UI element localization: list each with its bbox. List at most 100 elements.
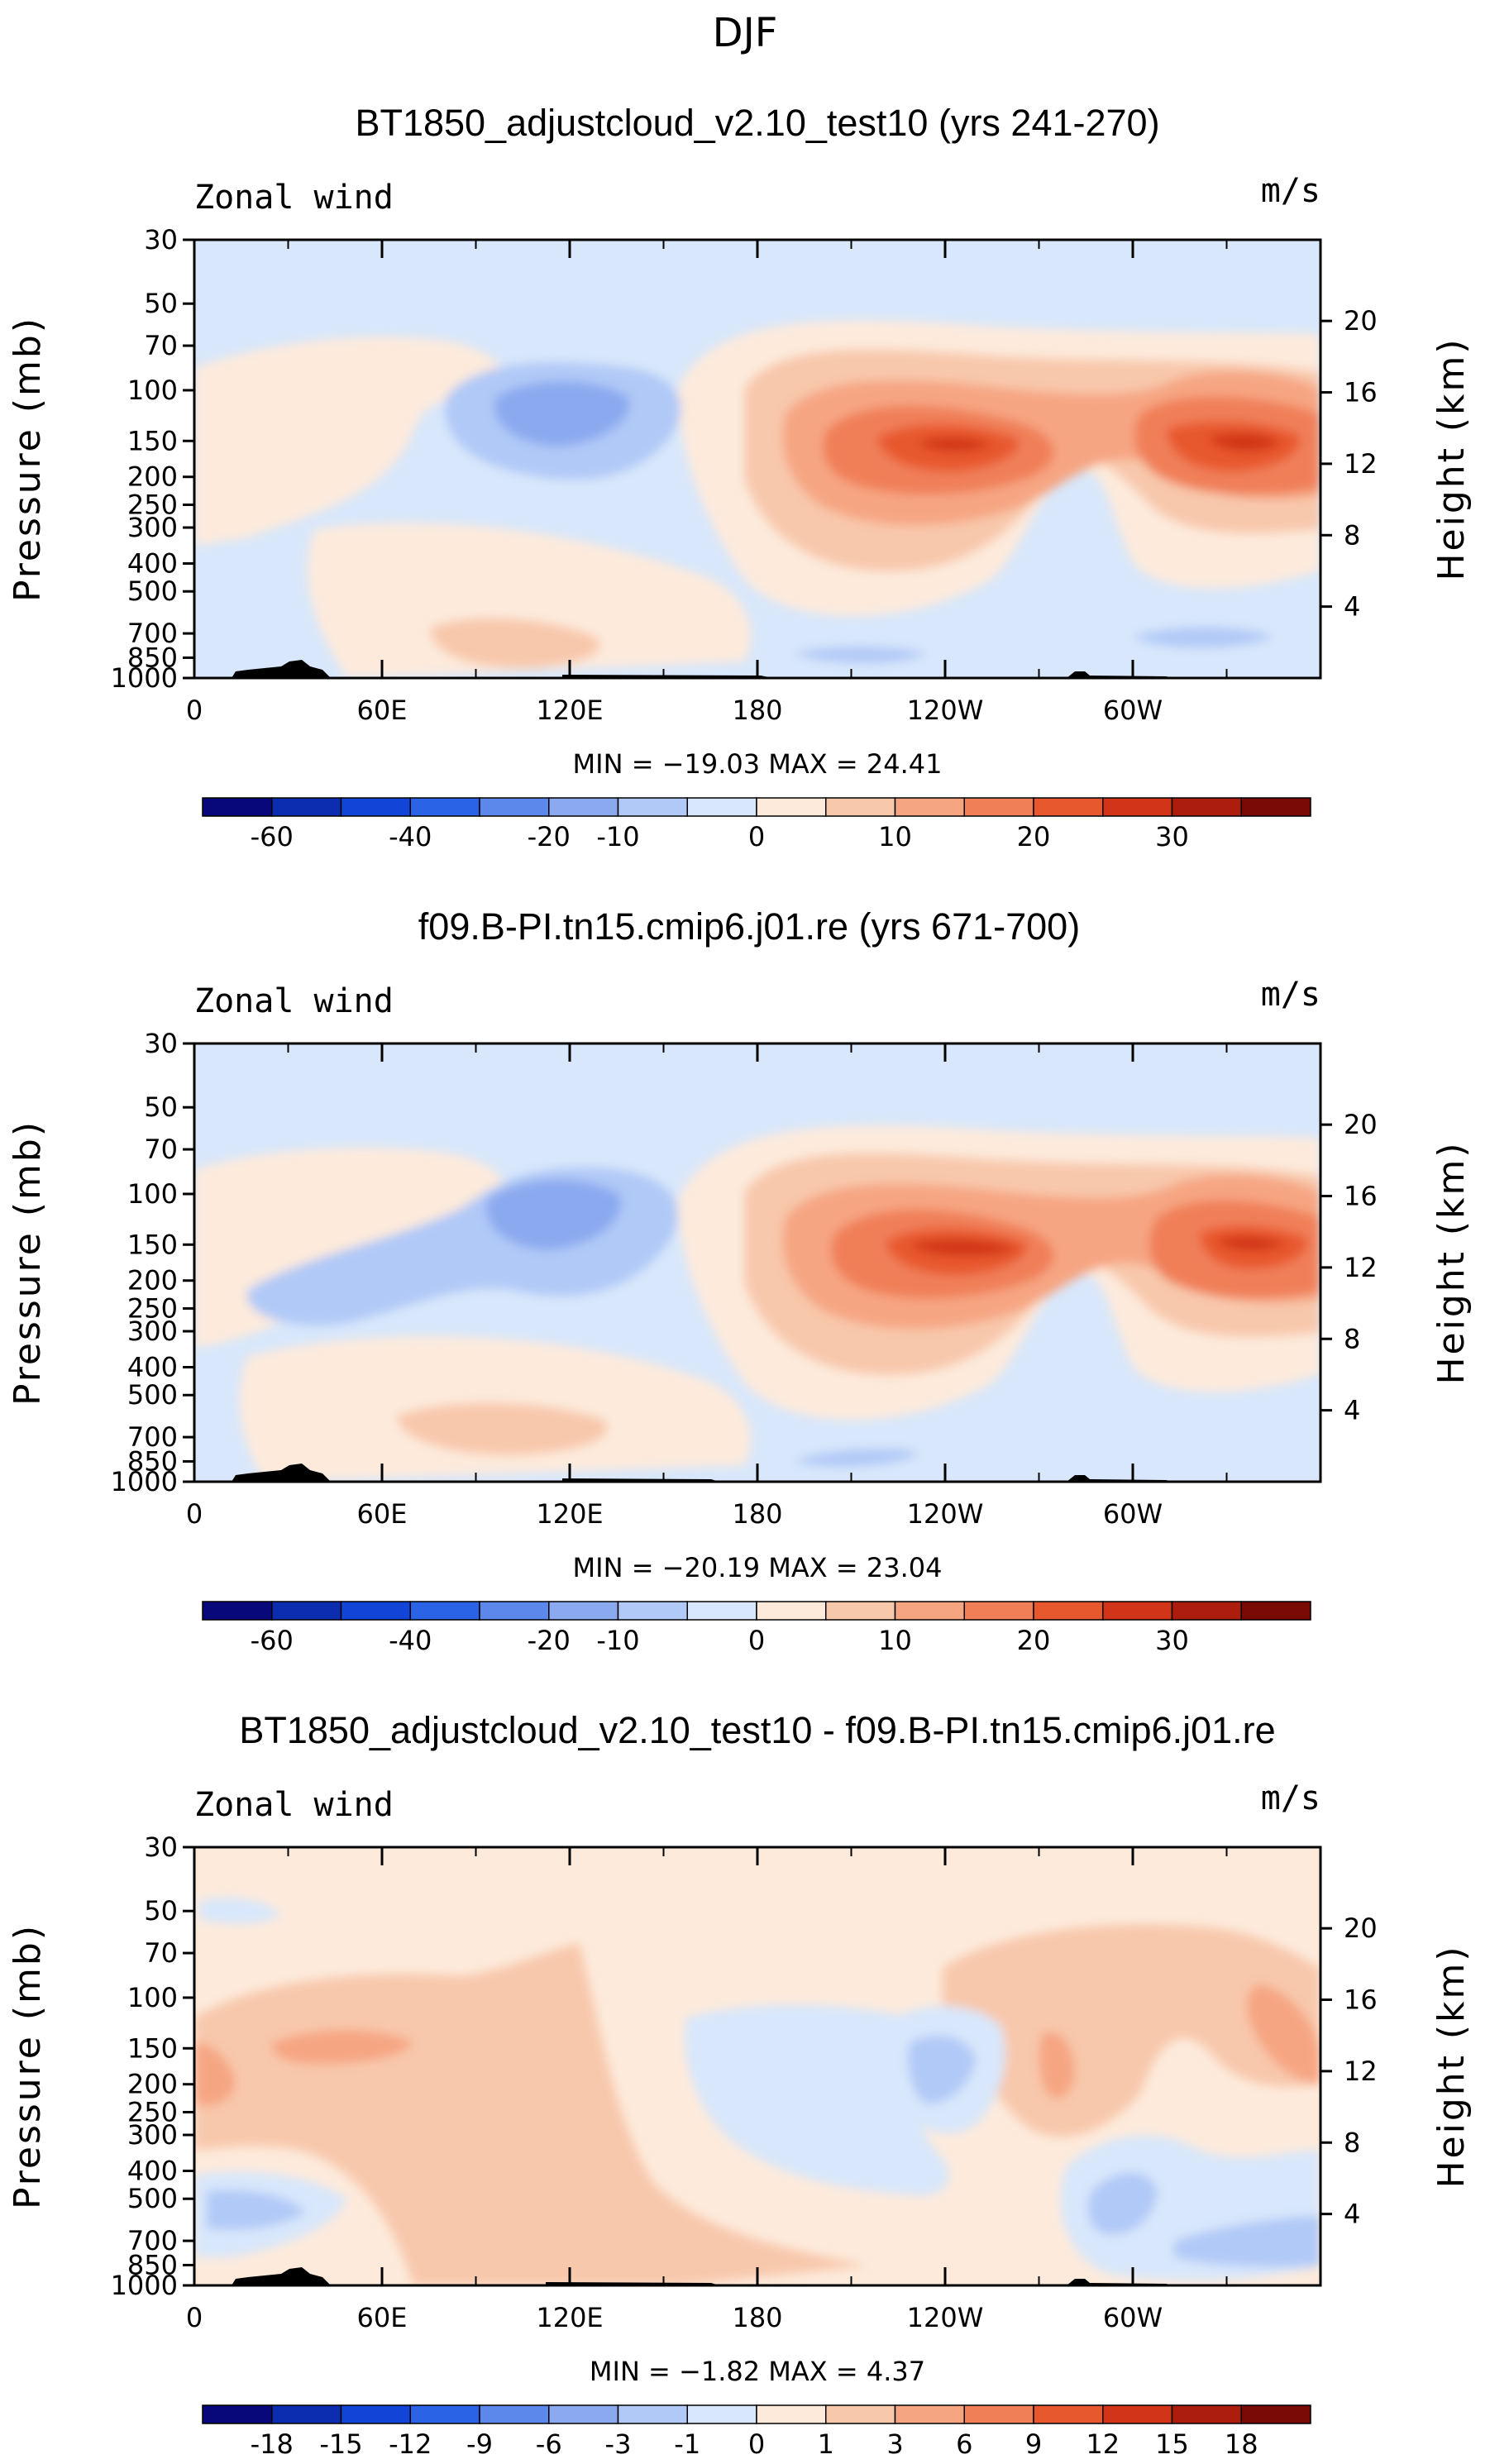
y-tick-label: 200: [127, 2069, 178, 2100]
colorbar-swatch: [271, 797, 342, 817]
colorbar-label: 30: [1155, 821, 1189, 852]
y-tick-label: 300: [127, 2119, 178, 2151]
panel-3-topography: [194, 2267, 1174, 2285]
panel-3-units-label: m/s: [1261, 1779, 1320, 1817]
x-tick-label: 0: [186, 695, 203, 726]
colorbar-swatch: [409, 2404, 480, 2424]
y-tick-label: 700: [127, 2225, 178, 2256]
x-tick-label: 60E: [357, 1498, 408, 1530]
x-tick-label: 120W: [907, 1498, 984, 1530]
colorbar-label: 6: [956, 2428, 972, 2460]
colorbar-swatch: [409, 797, 480, 817]
x-tick-label: 120W: [907, 695, 984, 726]
y-tick-label: 700: [127, 1421, 178, 1453]
y-tick-label: 300: [127, 512, 178, 543]
panel-3-neg-central: [685, 2004, 949, 2196]
colorbar-swatch: [1033, 2404, 1104, 2424]
colorbar-label: 20: [1017, 821, 1051, 852]
y-tick-label: 100: [127, 1178, 178, 1210]
panel-1-topography: [194, 660, 1174, 678]
panel-3-pos-east-core-1: [1039, 2032, 1075, 2099]
panel-3-pos-west-band: [194, 1943, 868, 2285]
y-tick-label: 150: [127, 425, 178, 456]
colorbar-label: -10: [596, 821, 639, 852]
colorbar-label: 15: [1155, 2428, 1189, 2460]
y-tick-label: 150: [127, 2032, 178, 2064]
panel-3-title: BT1850_adjustcloud_v2.10_test10 - f09.B-…: [239, 1709, 1275, 1751]
y-tick-label: 850: [127, 1445, 178, 1477]
colorbar-swatch: [825, 1601, 896, 1621]
x-tick-label: 180: [732, 1498, 782, 1530]
panel-1-cold-lower: [794, 647, 926, 663]
y-tick-label: 500: [127, 1379, 178, 1411]
colorbar-swatch: [963, 797, 1034, 817]
panel-2-contour-field: [194, 1043, 1320, 1482]
colorbar-label: -9: [466, 2428, 493, 2460]
panel-3-contour-field: [194, 1847, 1320, 2285]
panel-1-units-label: m/s: [1261, 172, 1320, 210]
colorbar-swatch: [894, 2404, 965, 2424]
y-tick-label: 70: [144, 1134, 178, 1165]
panel-2-units-label: m/s: [1261, 976, 1320, 1014]
y-tick-label: 1000: [111, 2270, 178, 2301]
colorbar-swatch: [1240, 1601, 1311, 1621]
y-tick-label: 500: [127, 575, 178, 607]
y-tick-label: 50: [144, 1091, 178, 1123]
colorbar-label: -6: [536, 2428, 562, 2460]
colorbar-swatch: [686, 2404, 757, 2424]
y-tick-label: 30: [144, 1028, 178, 1059]
colorbar-label: 1: [818, 2428, 834, 2460]
panel-1-lower-10: [430, 618, 600, 669]
y-tick-label: 1000: [111, 662, 178, 694]
colorbar-swatch: [1171, 2404, 1242, 2424]
y2-tick-label: 20: [1344, 1109, 1378, 1140]
y-tick-label: 400: [127, 1352, 178, 1383]
colorbar-swatch: [479, 1601, 550, 1621]
y-tick-label: 70: [144, 1937, 178, 1969]
colorbar-swatch: [340, 797, 411, 817]
y2-tick-label: 16: [1344, 377, 1378, 408]
panel-2-jet-core-east: [1215, 1236, 1286, 1251]
colorbar-label: -60: [251, 821, 294, 852]
colorbar-label: -20: [528, 821, 571, 852]
panel-1: BT1850_adjustcloud_v2.10_test10 (yrs 241…: [7, 102, 1473, 852]
panel-2-variable-label: Zonal wind: [194, 982, 394, 1020]
panel-2-lower-10: [397, 1402, 608, 1455]
y2-axis-label: Height (km): [1430, 1944, 1473, 2188]
y2-tick-label: 16: [1344, 1181, 1378, 1212]
colorbar-swatch: [825, 2404, 896, 2424]
y2-axis-label: Height (km): [1430, 1140, 1473, 1384]
figure-header: DJF: [713, 10, 778, 56]
colorbar-swatch: [686, 797, 757, 817]
colorbar-label: -20: [528, 1625, 571, 1656]
y2-axis-label: Height (km): [1430, 337, 1473, 580]
panel-3-neg-upper-left: [198, 1898, 281, 1924]
colorbar-swatch: [1102, 1601, 1173, 1621]
colorbar-swatch: [548, 797, 619, 817]
panel-3-pos-east-band: [943, 1924, 1320, 2137]
x-tick-label: 120W: [907, 2302, 984, 2333]
y2-tick-label: 12: [1344, 1252, 1378, 1283]
colorbar-label: 10: [878, 1625, 912, 1656]
y2-tick-label: 4: [1344, 1395, 1360, 1426]
panel-3-pos-east-core-2: [1247, 1984, 1320, 2084]
panel-3-neg-bottom-right: [1174, 2216, 1320, 2267]
colorbar-swatch: [894, 1601, 965, 1621]
panel-1-variable-label: Zonal wind: [194, 179, 394, 217]
y2-tick-label: 4: [1344, 2199, 1360, 2230]
colorbar-swatch: [548, 2404, 619, 2424]
colorbar-label: 0: [748, 2428, 765, 2460]
x-tick-label: 60E: [357, 695, 408, 726]
y2-tick-label: 12: [1344, 2056, 1378, 2087]
colorbar-swatch: [1240, 2404, 1311, 2424]
colorbar-label: -3: [605, 2428, 632, 2460]
colorbar-swatch: [963, 2404, 1034, 2424]
colorbar-label: 0: [748, 1625, 765, 1656]
panel-3-stats: MIN = −1.82 MAX = 4.37: [590, 2356, 925, 2387]
colorbar-swatch: [271, 2404, 342, 2424]
y-tick-label: 400: [127, 548, 178, 580]
y2-tick-label: 20: [1344, 305, 1378, 337]
colorbar-swatch: [617, 1601, 688, 1621]
colorbar-swatch: [617, 797, 688, 817]
